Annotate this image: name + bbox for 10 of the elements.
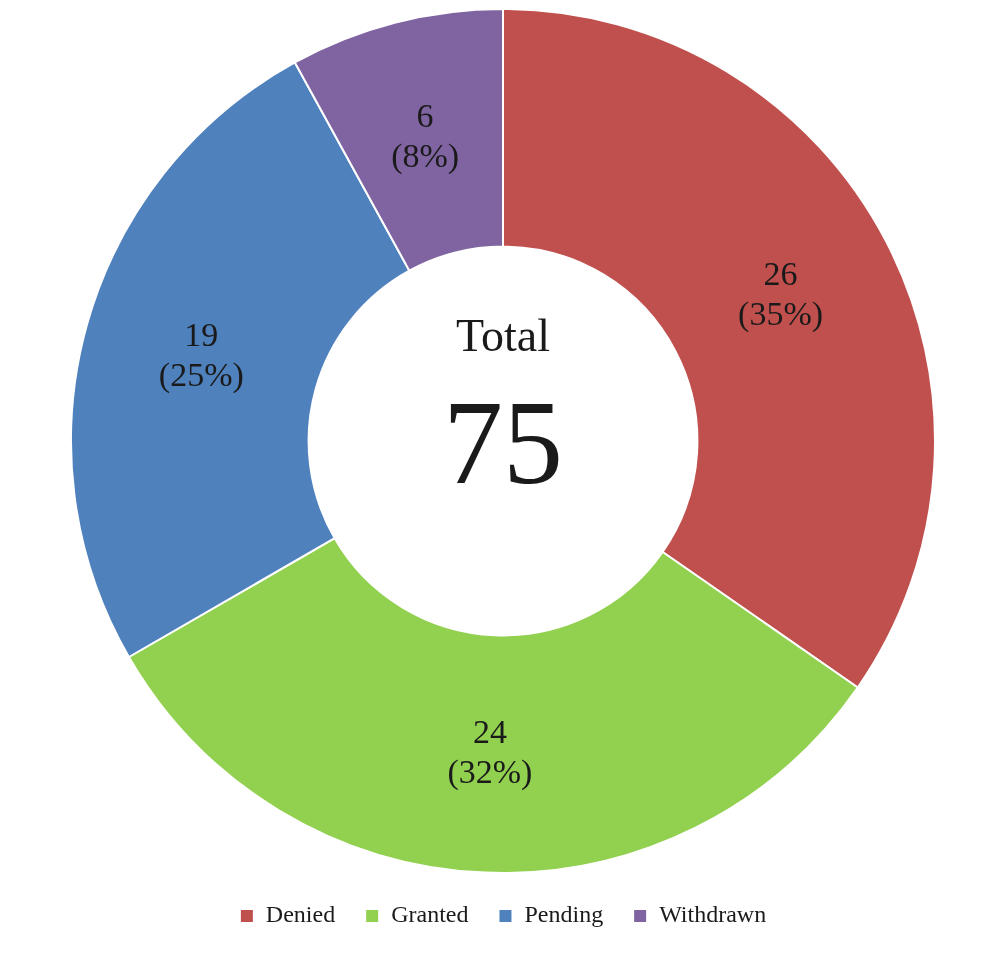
data-label: 26 (35%) bbox=[738, 254, 824, 333]
data-label: 19 (25%) bbox=[158, 315, 244, 394]
legend-label: Denied bbox=[265, 901, 336, 928]
data-label: 6 (8%) bbox=[391, 96, 460, 175]
data-label: 24 (32%) bbox=[447, 712, 533, 791]
text: 75 bbox=[443, 375, 563, 509]
legend-label: Granted bbox=[391, 901, 469, 928]
legend-label: Withdrawn bbox=[659, 901, 767, 928]
text: Total bbox=[456, 310, 550, 362]
legend-label: Pending bbox=[524, 901, 604, 928]
